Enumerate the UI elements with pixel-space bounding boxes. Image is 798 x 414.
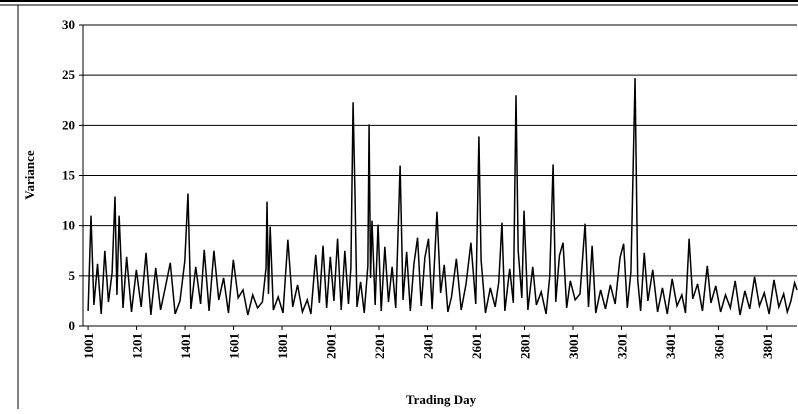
- y-tick-label: 25: [62, 67, 76, 82]
- x-tick-label: 3201: [614, 333, 629, 359]
- x-tick-label: 3601: [711, 333, 726, 359]
- x-tick-label: 2001: [324, 333, 339, 359]
- y-tick-label: 20: [62, 117, 75, 132]
- x-tick-label: 2201: [372, 333, 387, 359]
- x-tick-label: 1601: [227, 333, 242, 359]
- y-tick-label: 5: [69, 268, 76, 283]
- x-tick-label: 1401: [178, 333, 193, 359]
- x-axis-label: Trading Day: [406, 392, 477, 407]
- x-tick-label: 2601: [469, 333, 484, 359]
- y-tick-label: 0: [69, 318, 76, 333]
- x-tick-label: 2801: [517, 333, 532, 359]
- x-tick-label: 1201: [130, 333, 145, 359]
- x-tick-label: 3801: [760, 333, 775, 359]
- x-tick-label: 3001: [566, 333, 581, 359]
- x-tick-label: 1801: [275, 333, 290, 359]
- x-tick-label: 3401: [663, 333, 678, 359]
- y-tick-label: 30: [62, 17, 75, 32]
- x-tick-label: 2401: [421, 333, 436, 359]
- y-tick-label: 10: [62, 218, 75, 233]
- y-tick-label: 15: [62, 168, 76, 183]
- data-line: [87, 78, 798, 316]
- y-axis-label: Variance: [22, 150, 37, 200]
- x-tick-label: 1001: [81, 333, 96, 359]
